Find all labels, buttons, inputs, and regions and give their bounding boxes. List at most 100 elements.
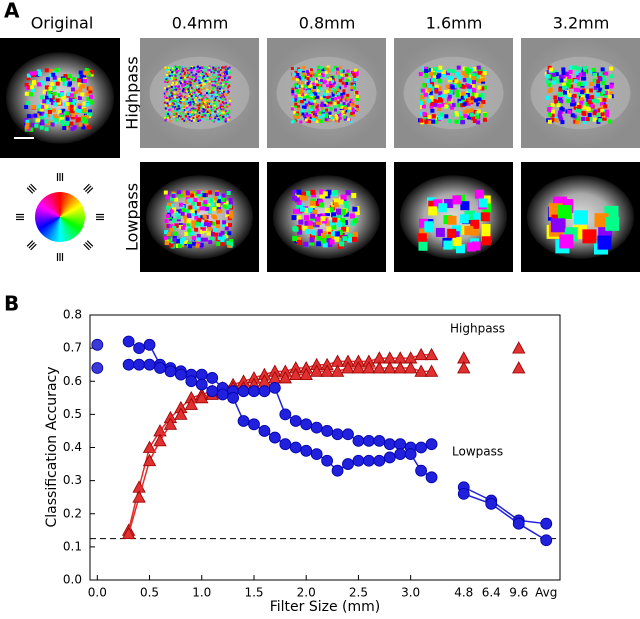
- voxel: [181, 82, 184, 85]
- voxel: [570, 102, 575, 107]
- voxel: [182, 78, 185, 81]
- voxel: [340, 95, 344, 99]
- voxel: [314, 110, 318, 114]
- voxel: [194, 215, 199, 220]
- voxel: [29, 92, 34, 97]
- voxel: [433, 199, 443, 209]
- voxel: [213, 99, 216, 102]
- voxel: [86, 72, 91, 77]
- voxel: [210, 106, 213, 109]
- point: [330, 364, 345, 377]
- voxel: [445, 71, 450, 76]
- point: [540, 517, 553, 530]
- grating: [83, 183, 90, 191]
- voxel: [477, 94, 482, 99]
- voxel: [225, 106, 228, 109]
- voxel: [350, 82, 354, 86]
- voxel: [179, 92, 182, 95]
- voxel: [292, 189, 298, 195]
- voxel: [88, 86, 93, 91]
- voxel: [317, 231, 323, 237]
- voxel: [328, 230, 334, 236]
- voxel: [183, 84, 186, 87]
- voxel: [462, 78, 467, 83]
- voxel: [325, 84, 329, 88]
- voxel: [182, 69, 185, 72]
- voxel: [208, 90, 211, 93]
- series-line: [463, 493, 547, 541]
- voxel: [228, 197, 233, 202]
- voxel: [579, 97, 584, 102]
- voxel: [51, 108, 56, 113]
- voxel: [200, 86, 203, 89]
- voxel: [169, 227, 174, 232]
- voxel: [582, 65, 587, 70]
- voxel: [220, 103, 223, 106]
- voxel: [184, 91, 187, 94]
- voxel: [306, 70, 310, 74]
- voxel: [217, 79, 220, 82]
- voxel: [299, 100, 303, 104]
- grating: [83, 243, 90, 251]
- voxel: [607, 94, 612, 99]
- voxel: [470, 96, 475, 101]
- voxel: [173, 69, 176, 72]
- voxel: [557, 205, 572, 220]
- voxel: [593, 85, 598, 90]
- voxel: [190, 71, 193, 74]
- voxel: [220, 242, 225, 247]
- voxel: [58, 98, 63, 103]
- voxel: [200, 94, 203, 97]
- voxel: [185, 88, 188, 91]
- voxel: [336, 67, 340, 71]
- voxel: [590, 95, 595, 100]
- voxel: [351, 111, 355, 115]
- voxel: [50, 122, 55, 127]
- voxel: [206, 111, 209, 114]
- voxel: [189, 77, 192, 80]
- voxel: [198, 82, 201, 85]
- voxel: [210, 110, 213, 113]
- voxel: [225, 90, 228, 93]
- color-wheel-disc: [35, 192, 85, 242]
- voxel: [174, 97, 177, 100]
- voxel: [185, 101, 188, 104]
- voxel: [189, 93, 192, 96]
- voxel: [216, 241, 221, 246]
- voxel: [213, 102, 216, 105]
- voxel: [447, 228, 457, 238]
- voxel: [199, 66, 202, 69]
- voxel: [335, 86, 339, 90]
- voxel: [204, 114, 207, 117]
- point: [485, 497, 498, 510]
- voxel: [337, 222, 343, 228]
- voxel: [228, 70, 231, 73]
- voxel: [190, 111, 193, 114]
- voxel: [478, 198, 488, 208]
- voxel: [578, 108, 583, 113]
- point: [457, 487, 470, 500]
- voxel: [181, 225, 186, 230]
- voxel: [176, 209, 181, 214]
- voxel: [193, 92, 196, 95]
- voxel: [326, 67, 330, 71]
- voxel: [184, 120, 187, 123]
- voxel: [305, 228, 311, 234]
- voxel: [200, 229, 205, 234]
- voxel: [190, 78, 193, 81]
- voxel: [207, 206, 212, 211]
- voxel: [181, 114, 184, 117]
- voxel: [164, 117, 167, 120]
- voxel: [601, 74, 606, 79]
- voxel: [182, 101, 185, 104]
- voxel: [71, 106, 76, 111]
- x-tick-label: 0.5: [140, 586, 159, 600]
- voxel: [221, 101, 224, 104]
- voxel: [295, 236, 301, 242]
- voxel: [208, 85, 211, 88]
- voxel: [462, 102, 467, 107]
- point: [258, 385, 271, 398]
- voxel: [214, 232, 219, 237]
- voxel: [334, 236, 340, 242]
